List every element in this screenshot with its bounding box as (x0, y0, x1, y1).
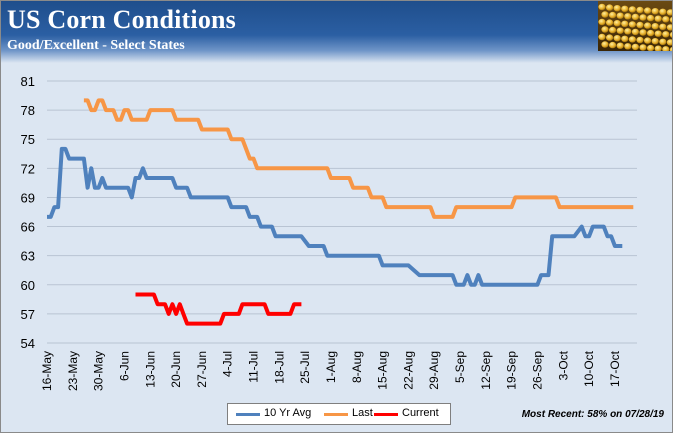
corn-image (598, 1, 672, 51)
x-tick-label: 11-Jul (247, 351, 261, 383)
x-tick-label: 29-Aug (427, 351, 441, 390)
x-tick-label: 16-May (40, 351, 54, 391)
y-tick-label: 54 (21, 336, 35, 351)
legend-swatch-10yr-avg (236, 413, 260, 416)
x-axis: 16-May 23-May 30-May 6-Jun 13-Jun 20-Jun 27-Ju… (40, 350, 622, 391)
x-tick-label: 22-Aug (401, 351, 415, 390)
y-tick-label: 69 (21, 190, 35, 205)
x-tick-label: 27-Jun (195, 351, 209, 388)
y-tick-label: 60 (21, 278, 35, 293)
y-tick-label: 66 (21, 220, 35, 235)
x-tick-label: 5-Sep (453, 351, 467, 383)
legend-label-10yr-avg: 10 Yr Avg (264, 407, 312, 419)
x-tick-label: 26-Sep (530, 351, 544, 390)
chart-title: US Corn Conditions (7, 5, 236, 34)
x-tick-label: 13-Jun (143, 351, 157, 388)
y-tick-label: 57 (21, 307, 35, 322)
most-recent-note: Most Recent: 58% on 07/28/19 (521, 409, 664, 420)
series-line-last (83, 98, 634, 219)
x-tick-label: 4-Jul (221, 351, 235, 377)
series-line-10-yr-avg (47, 146, 623, 287)
series-lines (47, 98, 634, 326)
plot-area: 54 57 60 63 66 69 72 75 78 81 16-May 23-May 30-May 6… (1, 63, 672, 403)
legend-label-current: Current (402, 407, 439, 419)
x-tick-label: 1-Aug (324, 351, 338, 383)
x-tick-label: 30-May (92, 351, 106, 391)
legend-label-last: Last (352, 407, 373, 419)
y-tick-label: 72 (21, 161, 35, 176)
x-tick-label: 12-Sep (479, 351, 493, 390)
x-tick-label: 18-Jul (272, 351, 286, 384)
chart-header: US Corn Conditions Good/Excellent - Sele… (1, 1, 672, 63)
x-tick-label: 3-Oct (556, 350, 570, 380)
x-tick-label: 19-Sep (505, 351, 519, 390)
chart-subtitle: Good/Excellent - Select States (7, 38, 185, 53)
x-tick-label: 17-Oct (608, 350, 622, 387)
legend-swatch-last (324, 413, 348, 416)
x-tick-label: 6-Jun (117, 351, 131, 381)
y-tick-label: 75 (21, 132, 35, 147)
x-tick-label: 20-Jun (169, 351, 183, 388)
y-tick-label: 81 (21, 74, 35, 89)
y-tick-label: 78 (21, 103, 35, 118)
x-tick-label: 15-Aug (376, 351, 390, 390)
legend: 10 Yr Avg Last Current (227, 403, 451, 425)
x-tick-label: 25-Jul (298, 351, 312, 384)
series-line-current (135, 292, 302, 326)
x-tick-label: 10-Oct (582, 350, 596, 387)
legend-swatch-current (374, 413, 398, 416)
y-axis: 54 57 60 63 66 69 72 75 78 81 (21, 74, 35, 351)
y-tick-label: 63 (21, 249, 35, 264)
x-tick-label: 8-Aug (350, 351, 364, 383)
x-tick-label: 23-May (66, 351, 80, 391)
